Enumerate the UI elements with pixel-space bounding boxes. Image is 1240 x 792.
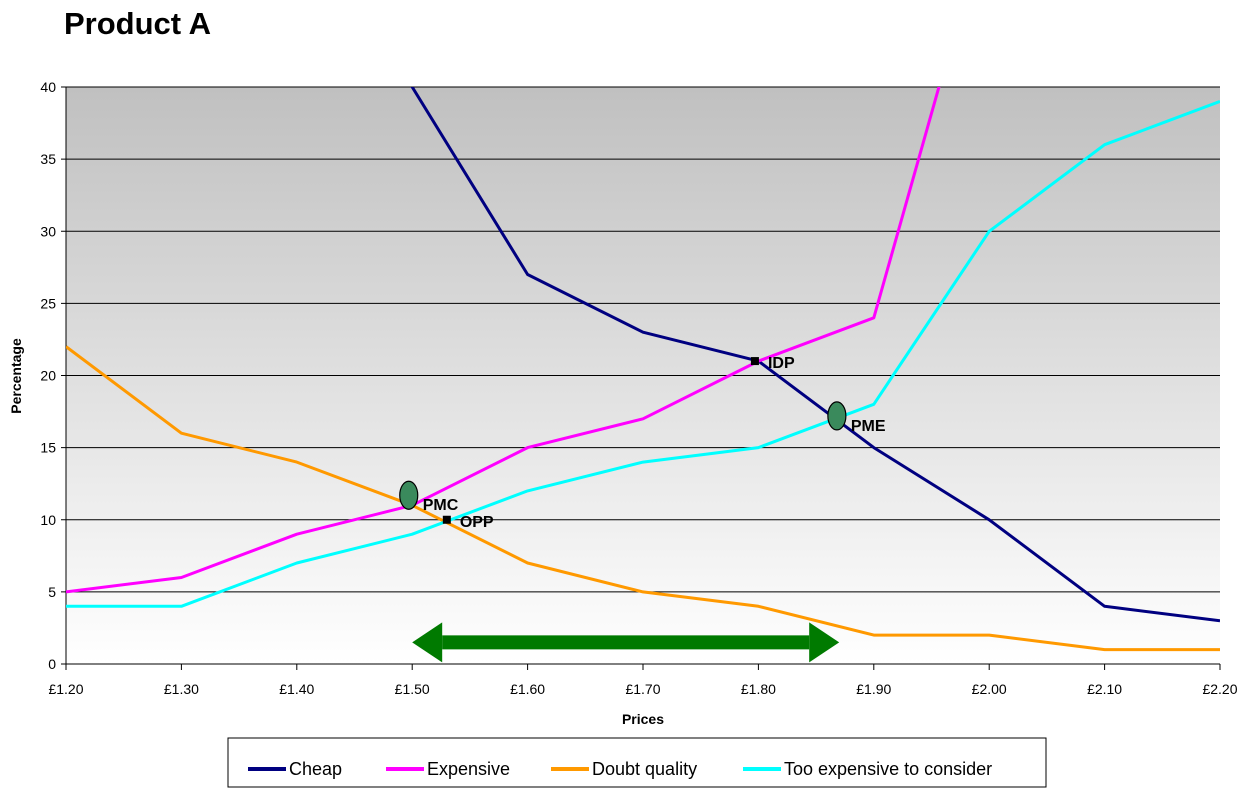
annotation-marker-idp [750,357,759,366]
y-tick-label: 15 [40,440,56,456]
x-tick-label: £1.60 [510,681,545,697]
grid-lines [66,86,1220,593]
chart-title: Product A [64,6,211,41]
legend-label: Doubt quality [592,759,697,779]
legend-box [227,737,1047,788]
y-tick-label: 5 [48,584,56,600]
annotation-label-idp: IDP [768,355,795,372]
annotation-label-opp: OPP [460,514,494,531]
series-line-too-expensive-to-consider [66,99,1220,608]
y-tick-label: 25 [40,295,56,311]
x-tick-label: £1.40 [279,681,314,697]
range-arrow-left-head [412,622,443,663]
axes: 0 5 10 15 20 25 30 35 40 £1.20 £1.30 £1.40 £1.50 £1.6… [40,79,1237,697]
y-tick-label: 35 [40,151,56,167]
series-line-expensive [66,87,941,594]
annotation-label-pmc: PMC [423,497,459,514]
annotation-marker-opp [442,515,451,524]
x-axis-title: Prices [622,711,664,727]
y-tick-label: 0 [48,656,56,672]
x-tick-label: £2.10 [1087,681,1122,697]
x-tick-label: £2.00 [972,681,1007,697]
x-tick-label: £1.80 [741,681,776,697]
series-line-doubt-quality [66,345,1220,652]
y-axis-title: Percentage [8,338,24,414]
annotation-label-pme: PME [851,418,886,435]
y-tick-label: 20 [40,368,56,384]
range-arrow-right-head [809,622,840,663]
y-tick-label: 10 [40,512,56,528]
y-tick-label: 40 [40,79,56,95]
x-tick-label: £2.20 [1202,681,1237,697]
range-arrow-shaft [442,635,810,650]
x-tick-label: £1.70 [625,681,660,697]
x-tick-label: £1.30 [164,681,199,697]
legend: Cheap Expensive Doubt quality Too expensive… [227,737,1047,788]
legend-label: Too expensive to consider [784,759,992,779]
annotations: PMC PME IDP OPP [399,355,886,663]
annotation-marker-pmc [399,480,419,510]
x-tick-label: £1.50 [395,681,430,697]
series-lines [66,87,1220,652]
x-tick-label: £1.20 [48,681,83,697]
legend-label: Cheap [289,759,342,779]
annotation-marker-pme [827,401,847,431]
y-tick-label: 30 [40,223,56,239]
legend-label: Expensive [427,759,510,779]
x-tick-label: £1.90 [856,681,891,697]
